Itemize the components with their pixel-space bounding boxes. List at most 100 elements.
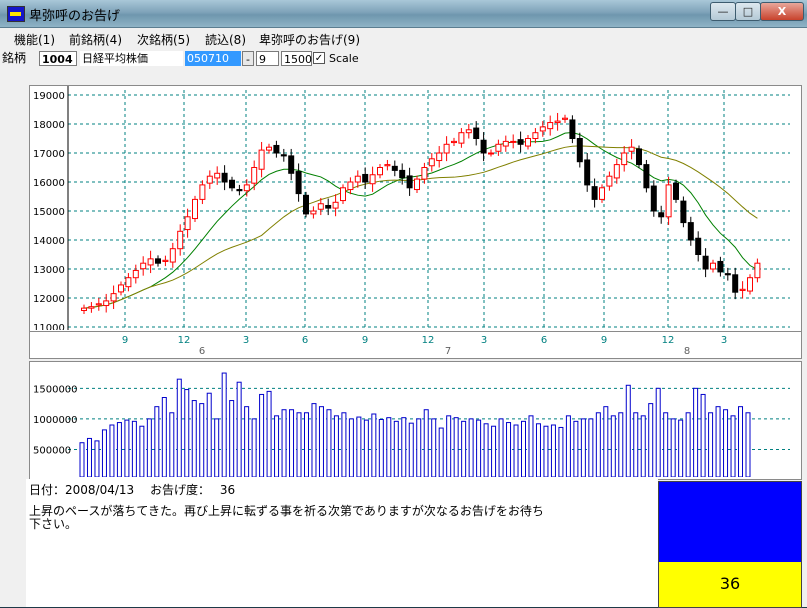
month-tick-label: 9 bbox=[601, 335, 607, 346]
stock-name-field[interactable]: 日経平均株価 bbox=[80, 51, 183, 66]
month-tick-label: 3 bbox=[481, 335, 487, 346]
candle-body bbox=[680, 200, 687, 224]
volume-bar bbox=[341, 412, 347, 478]
candle-body bbox=[443, 143, 450, 154]
candle-body bbox=[95, 303, 102, 306]
candle-body bbox=[310, 210, 317, 215]
volume-bar bbox=[476, 419, 482, 478]
volume-bar bbox=[214, 418, 220, 478]
volume-bar bbox=[139, 425, 145, 478]
volume-bar bbox=[274, 415, 280, 478]
volume-bar bbox=[109, 424, 115, 478]
maximize-button[interactable]: □ bbox=[735, 2, 761, 21]
candle-body bbox=[695, 237, 702, 255]
volume-bar bbox=[161, 397, 167, 478]
volume-bar bbox=[506, 422, 512, 478]
candle-body bbox=[643, 164, 650, 189]
volume-bar bbox=[303, 412, 309, 478]
menu-next-stock[interactable]: 次銘柄(5) bbox=[137, 33, 190, 47]
volume-bar bbox=[289, 409, 295, 478]
candle-body bbox=[266, 146, 272, 151]
menu-oracle[interactable]: 卑弥呼のお告げ(9) bbox=[259, 33, 360, 47]
volume-bar bbox=[363, 419, 369, 478]
minimize-button[interactable]: — bbox=[710, 2, 736, 21]
volume-bar bbox=[625, 384, 631, 478]
candle-body bbox=[332, 201, 339, 209]
period-field[interactable]: 9 bbox=[256, 51, 279, 66]
candle-body bbox=[591, 186, 598, 200]
volume-bar bbox=[521, 420, 527, 478]
menu-bar: 機能(1) 前銘柄(4) 次銘柄(5) 読込(8) 卑弥呼のお告げ(9) bbox=[0, 28, 807, 48]
volume-bar bbox=[648, 403, 654, 478]
candle-body bbox=[451, 140, 457, 144]
candle-body bbox=[576, 138, 583, 163]
volume-bar bbox=[326, 409, 332, 478]
year-group-label: 6 bbox=[199, 346, 205, 356]
candle-body bbox=[206, 175, 213, 184]
menu-load[interactable]: 読込(8) bbox=[205, 33, 246, 47]
count-field[interactable]: 1500 bbox=[281, 51, 312, 66]
price-tick-label: 16000 bbox=[33, 178, 65, 189]
candle-body bbox=[340, 187, 346, 202]
month-axis: 9 12 3 6 9 12 3 6 9 12 3 6 7 8 bbox=[122, 335, 727, 357]
volume-bar bbox=[221, 372, 227, 478]
scale-checkbox[interactable]: ✓ bbox=[313, 52, 325, 64]
candle-body bbox=[169, 248, 176, 263]
price-chart[interactable]: 11000 12000 13000 14000 15000 16000 17000 18000… bbox=[30, 86, 799, 334]
menu-function[interactable]: 機能(1) bbox=[14, 33, 55, 47]
date-field[interactable]: 050710 bbox=[185, 51, 241, 66]
stock-code-field[interactable]: 1004 bbox=[39, 51, 77, 66]
volume-bar bbox=[678, 419, 684, 478]
candle-body bbox=[562, 117, 568, 120]
candle-body bbox=[606, 175, 613, 187]
volume-bar bbox=[416, 418, 422, 478]
year-group-label: 8 bbox=[684, 346, 690, 356]
candle-body bbox=[184, 216, 191, 231]
candle-body bbox=[288, 155, 295, 174]
month-tick-label: 12 bbox=[662, 335, 675, 346]
price-tick-label: 14000 bbox=[33, 236, 65, 247]
window-title: 卑弥呼のお告げ bbox=[29, 9, 121, 24]
volume-bar bbox=[333, 415, 339, 478]
volume-bar bbox=[199, 403, 205, 478]
candle-body bbox=[221, 172, 228, 183]
volume-bar bbox=[543, 425, 549, 478]
volume-bar bbox=[101, 429, 107, 478]
candle-body bbox=[510, 140, 517, 143]
month-tick-label: 9 bbox=[362, 335, 368, 346]
volume-bar bbox=[206, 392, 212, 478]
candle-body bbox=[628, 146, 635, 152]
candle-body bbox=[110, 293, 117, 302]
title-bar[interactable]: 卑弥呼のお告げ — □ X bbox=[0, 0, 807, 28]
candle-body bbox=[613, 164, 620, 179]
price-tick-label: 19000 bbox=[33, 91, 65, 102]
candle-body bbox=[406, 175, 413, 189]
volume-bar bbox=[565, 415, 571, 478]
candle-body bbox=[258, 149, 265, 170]
volume-bar bbox=[311, 403, 317, 478]
volume-bar bbox=[86, 437, 92, 478]
candle-body bbox=[547, 122, 554, 130]
candle-body bbox=[199, 184, 206, 200]
volume-bar bbox=[401, 417, 407, 478]
candle-body bbox=[192, 198, 198, 220]
volume-bar bbox=[94, 440, 100, 478]
volume-bar bbox=[715, 406, 721, 478]
candle-body bbox=[539, 126, 546, 132]
volume-chart[interactable]: 500000 1000000 1500000 bbox=[30, 362, 799, 478]
close-button[interactable]: X bbox=[760, 2, 804, 21]
date-value: 2008/04/13 bbox=[65, 483, 135, 497]
volume-bar bbox=[131, 420, 137, 478]
oracle-message-panel: 日付：2008/04/13 お告げ度： 36 上昇のペースが落ちてきた。再び上昇… bbox=[26, 479, 658, 607]
volume-bar bbox=[513, 424, 519, 478]
month-tick-label: 6 bbox=[302, 335, 308, 346]
candle-body bbox=[747, 277, 753, 292]
candle-body bbox=[724, 273, 731, 276]
candle-body bbox=[295, 171, 302, 195]
volume-bar bbox=[393, 420, 399, 478]
volume-bar bbox=[79, 442, 85, 478]
volume-bar bbox=[588, 418, 594, 478]
date-spin-button[interactable]: - bbox=[242, 51, 254, 66]
menu-previous-stock[interactable]: 前銘柄(4) bbox=[69, 33, 122, 47]
